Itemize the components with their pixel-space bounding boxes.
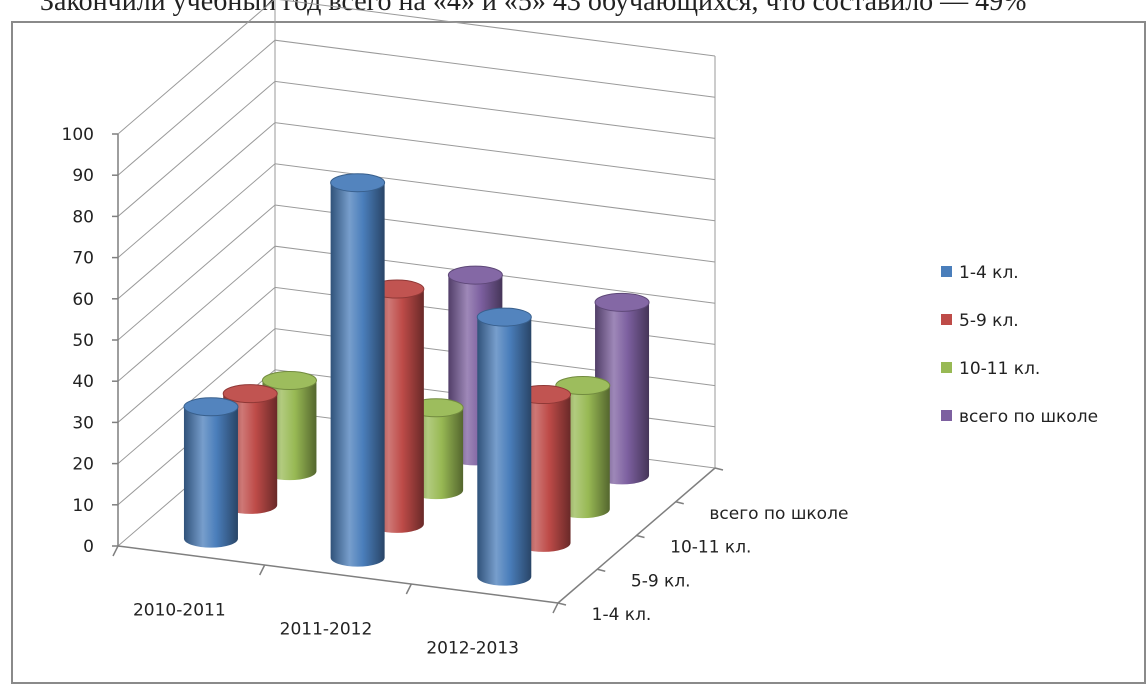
y-tick-label: 20	[72, 455, 94, 475]
bars	[183, 173, 650, 586]
chart-frame	[11, 21, 1146, 684]
y-tick-label: 60	[72, 290, 94, 310]
x-tick	[258, 564, 266, 576]
bar-body	[330, 182, 385, 567]
legend-swatch	[941, 362, 952, 373]
depth-tick-label: всего по школе	[709, 504, 848, 524]
x-tick	[405, 583, 413, 595]
bar-top	[476, 307, 532, 327]
bar-cylinder	[476, 307, 532, 586]
y-tick-label: 50	[72, 331, 94, 351]
legend-label: 10-11 кл.	[959, 359, 1040, 379]
depth-tick-label: 1-4 кл.	[592, 605, 652, 625]
y-tick-label: 30	[72, 413, 94, 433]
gridline	[117, 0, 716, 135]
legend-swatch	[941, 266, 952, 277]
depth-tick	[636, 534, 645, 539]
bar-cylinder	[183, 397, 239, 548]
bar-top	[447, 265, 503, 285]
x-tick	[112, 545, 119, 557]
legend: 1-4 кл. 5-9 кл. 10-11 кл. всего по школе	[941, 263, 1098, 427]
y-tick-label: 80	[72, 207, 94, 227]
gridlines	[117, 0, 716, 547]
depth-tick	[675, 501, 684, 505]
depth-tick	[557, 602, 567, 606]
depth-tick-label: 10-11 кл.	[670, 538, 751, 558]
bar-top	[330, 173, 386, 193]
bar-top	[261, 370, 317, 390]
depth-tick	[714, 467, 724, 471]
y-tick-label: 90	[72, 166, 94, 186]
bar-body	[477, 317, 532, 586]
bar-top	[555, 376, 611, 396]
depth-tick	[597, 568, 606, 572]
y-tick-label: 70	[72, 249, 94, 269]
bar-cylinder	[330, 173, 386, 567]
bar-top	[594, 292, 650, 312]
depth-tick-label: 5-9 кл.	[631, 571, 691, 591]
gridline	[117, 163, 716, 300]
x-axis-line	[117, 545, 559, 604]
legend-label: всего по школе	[959, 407, 1098, 427]
legend-swatch	[941, 410, 952, 421]
y-tick-label: 0	[83, 537, 94, 557]
legend-label: 5-9 кл.	[959, 311, 1019, 331]
gridline	[117, 80, 716, 217]
document-header-text: Закончили учебный год всего на «4» и «5»…	[40, 0, 1027, 17]
bar-top	[183, 397, 239, 417]
x-tick-label: 2012-2013	[426, 639, 519, 659]
legend-swatch	[941, 314, 952, 325]
y-tick-label: 40	[72, 372, 94, 392]
x-tick	[552, 602, 559, 614]
gridline	[117, 39, 716, 176]
legend-label: 1-4 кл.	[959, 263, 1019, 283]
x-tick-label: 2010-2011	[133, 601, 226, 621]
bar-top	[222, 384, 278, 404]
bar-body	[183, 406, 238, 548]
x-tick-label: 2011-2012	[280, 620, 373, 640]
y-tick-label: 100	[62, 125, 94, 145]
axes: 0 10 20 30 40 50 60 70 80 90 100 2010-2011 2011-2012…	[62, 125, 849, 659]
y-tick-label: 10	[72, 496, 94, 516]
gridline	[117, 122, 716, 258]
